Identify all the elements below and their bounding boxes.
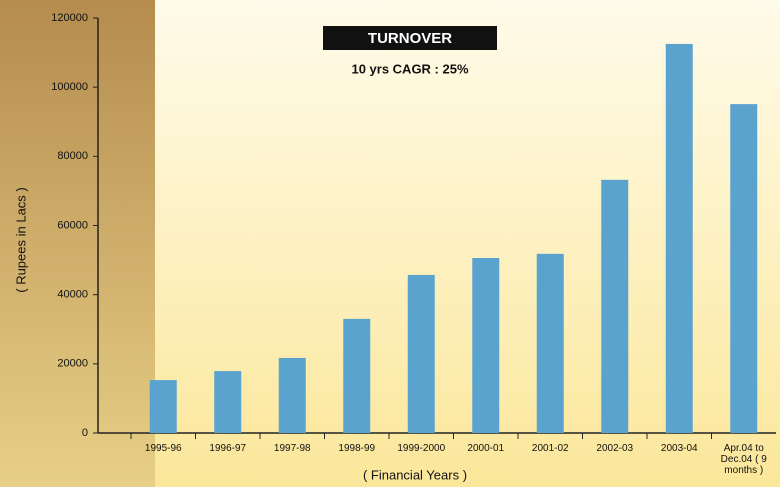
chart-subtitle: 10 yrs CAGR : 25% [351,61,468,76]
side-strip [0,0,155,487]
x-axis-label: ( Financial Years ) [363,467,467,482]
x-tick-label: 2001-02 [531,443,569,454]
bar [536,253,564,433]
x-tick-label: 2002-03 [596,443,634,454]
x-tick-label: 1998-99 [338,443,376,454]
bar [343,318,371,433]
x-tick-label: 1995-96 [144,443,182,454]
y-tick-label: 40000 [57,289,88,301]
y-tick-label: 120000 [51,12,88,24]
y-tick-label: 60000 [57,219,88,231]
bar [278,357,306,433]
x-tick-label: 2003-04 [660,443,698,454]
x-tick-label: 1999-2000 [397,443,446,454]
x-tick-label: 2000-01 [467,443,505,454]
x-tick-label: 1997-98 [273,443,311,454]
title-box [323,26,497,50]
bar [214,371,242,433]
bar [149,380,177,433]
x-tick-label: 1996-97 [209,443,247,454]
x-tick-label: Apr.04 to Dec.04 ( 9 months ) [720,443,767,476]
bar [730,104,758,434]
y-tick-label: 80000 [57,150,88,162]
bar [472,258,500,433]
bar [665,43,693,433]
y-tick-label: 20000 [57,358,88,370]
chart-title: TURNOVER [368,30,452,47]
bar [601,179,629,433]
bar [407,274,435,433]
y-tick-label: 0 [82,427,88,439]
y-axis-label: ( Rupees in Lacs ) [13,187,28,293]
y-tick-label: 100000 [51,81,88,93]
